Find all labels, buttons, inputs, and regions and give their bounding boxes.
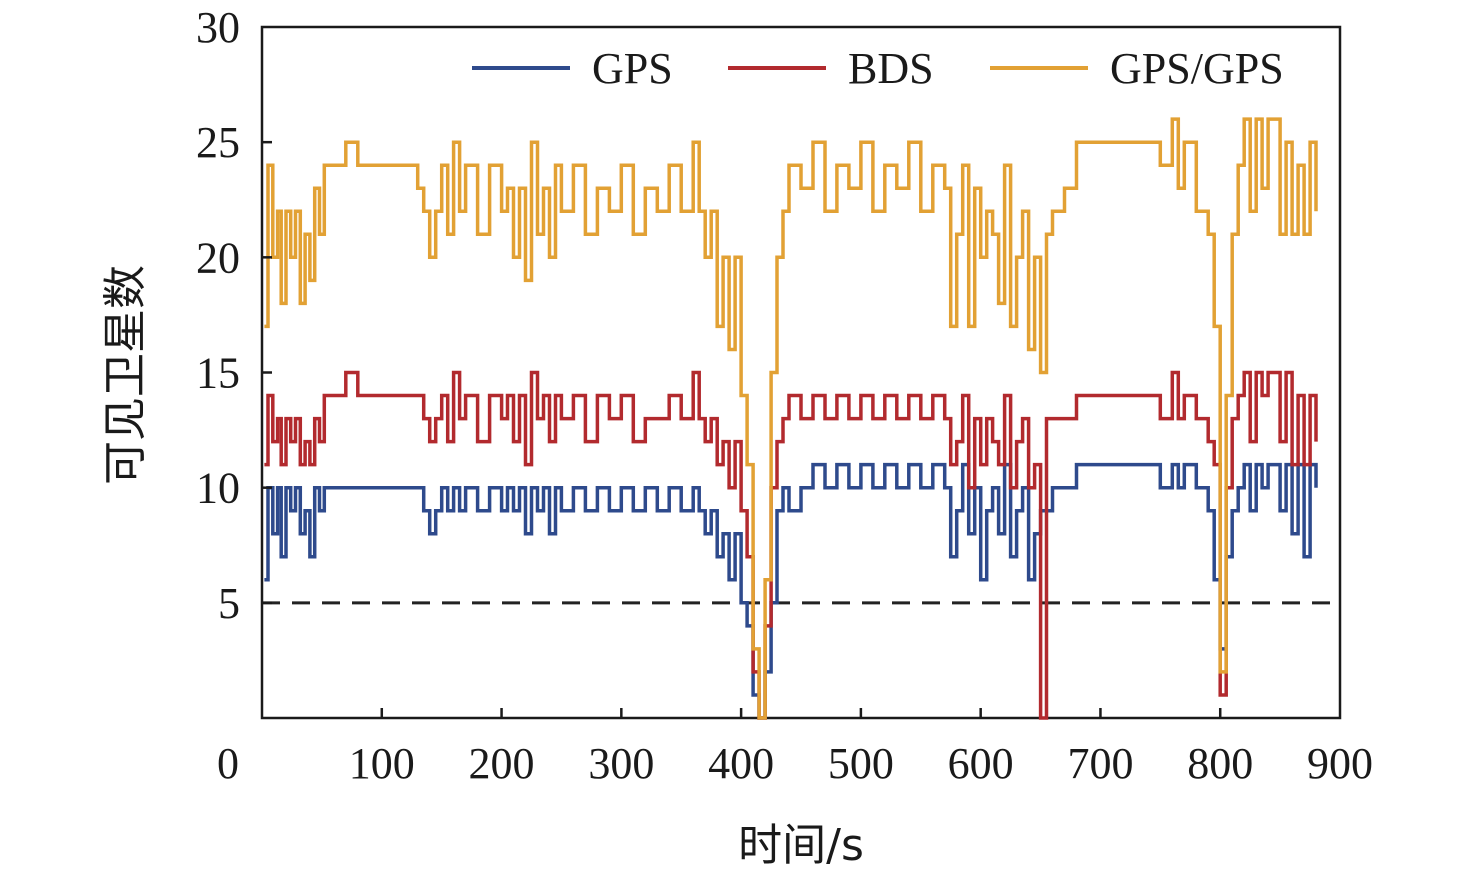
y-tick-label: 10: [196, 464, 240, 513]
x-tick-label: 100: [349, 739, 415, 788]
x-tick-label: 700: [1067, 739, 1133, 788]
y-tick-label: 15: [196, 349, 240, 398]
x-tick-label: 600: [948, 739, 1014, 788]
legend-label-2: GPS/GPS: [1110, 44, 1284, 93]
legend-label-1: BDS: [848, 44, 934, 93]
x-tick-label: 500: [828, 739, 894, 788]
ticks-layer: 100 200 300 400 500 600 700 800 900 5 10 15 20 25 30: [196, 3, 1373, 788]
y-tick-label: 30: [196, 3, 240, 52]
y-tick-label: 25: [196, 118, 240, 167]
series-line-2: [264, 117, 1318, 720]
x-tick-label: 400: [708, 739, 774, 788]
y-axis-label: 可见卫星数: [100, 265, 151, 485]
legend: GPS BDS GPS/GPS: [472, 44, 1284, 93]
x-tick-label: 900: [1307, 739, 1373, 788]
x-tick-label: 300: [588, 739, 654, 788]
y-tick-label: 5: [218, 579, 240, 628]
series-layer: [264, 117, 1318, 720]
y-tick-label: 20: [196, 233, 240, 282]
x-tick-label: 200: [469, 739, 535, 788]
x-tick-label: 800: [1187, 739, 1253, 788]
x-axis-label: 时间/s: [738, 820, 864, 871]
origin-label: 0: [217, 739, 239, 788]
legend-label-0: GPS: [592, 44, 673, 93]
series-line-0: [264, 462, 1318, 720]
